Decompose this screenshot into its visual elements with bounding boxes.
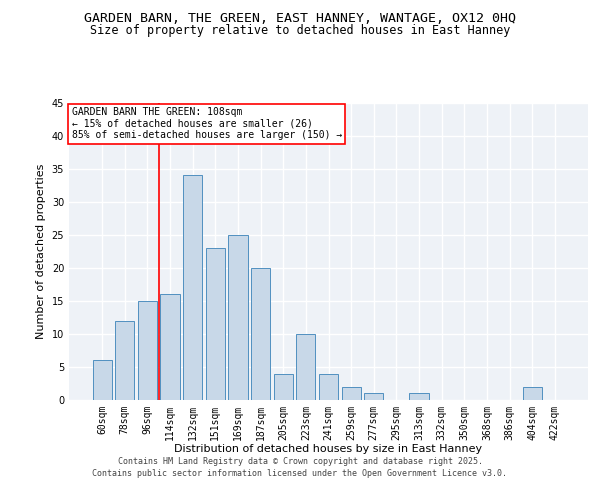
Bar	[274, 374, 293, 400]
Bar	[523, 387, 542, 400]
Text: Size of property relative to detached houses in East Hanney: Size of property relative to detached ho…	[90, 24, 510, 37]
Bar	[341, 387, 361, 400]
Bar	[229, 234, 248, 400]
Bar	[115, 320, 134, 400]
Text: Contains public sector information licensed under the Open Government Licence v3: Contains public sector information licen…	[92, 469, 508, 478]
Bar	[160, 294, 180, 400]
Text: GARDEN BARN THE GREEN: 108sqm
← 15% of detached houses are smaller (26)
85% of s: GARDEN BARN THE GREEN: 108sqm ← 15% of d…	[71, 107, 342, 140]
Bar	[92, 360, 112, 400]
Bar	[296, 334, 316, 400]
Text: GARDEN BARN, THE GREEN, EAST HANNEY, WANTAGE, OX12 0HQ: GARDEN BARN, THE GREEN, EAST HANNEY, WAN…	[84, 12, 516, 26]
Bar	[364, 394, 383, 400]
Bar	[138, 301, 157, 400]
Text: Contains HM Land Registry data © Crown copyright and database right 2025.: Contains HM Land Registry data © Crown c…	[118, 458, 482, 466]
Bar	[183, 175, 202, 400]
X-axis label: Distribution of detached houses by size in East Hanney: Distribution of detached houses by size …	[175, 444, 482, 454]
Bar	[319, 374, 338, 400]
Bar	[409, 394, 428, 400]
Bar	[251, 268, 270, 400]
Y-axis label: Number of detached properties: Number of detached properties	[36, 164, 46, 339]
Bar	[206, 248, 225, 400]
